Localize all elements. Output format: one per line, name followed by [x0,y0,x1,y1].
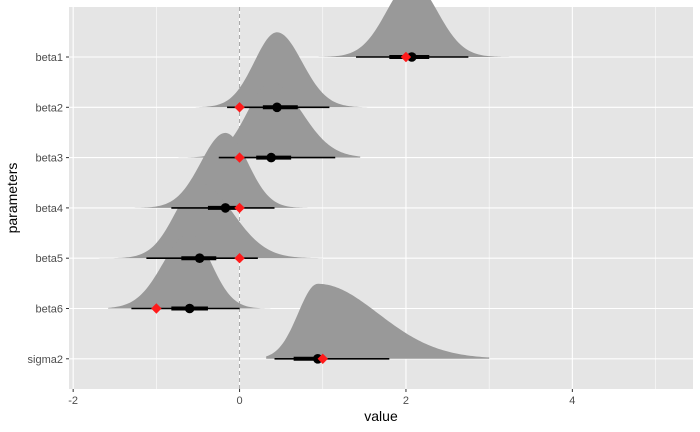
x-tick-label: 4 [569,395,575,407]
x-axis-title: value [364,408,398,424]
x-tick-label: -2 [68,395,78,407]
y-tick-label-beta5: beta5 [35,253,63,265]
y-tick-label-sigma2: sigma2 [28,354,63,366]
median-point-beta6 [184,303,195,314]
density-ridge-beta3 [171,82,361,158]
median-point-beta1 [406,52,417,62]
density-ridge-beta5 [96,183,323,259]
y-tick-label-beta4: beta4 [35,203,63,215]
true-value-marker-beta6 [151,303,162,314]
density-layer [96,0,519,359]
true-value-marker-beta4 [234,202,245,214]
density-ridge-beta4 [123,132,313,208]
median-point-beta3 [266,152,276,163]
median-point-beta2 [272,102,282,113]
x-tick-label: 2 [403,395,409,407]
median-point-beta4 [220,203,231,213]
density-ridge-sigma2 [266,283,490,359]
y-tick-label-beta6: beta6 [35,304,63,316]
true-value-marker-sigma2 [317,353,328,364]
y-tick-labels: beta1 beta2 beta3 beta4 beta5 beta6 sigma2 [28,52,69,366]
true-value-marker-beta3 [234,152,245,163]
y-tick-label-beta3: beta3 [35,153,63,165]
true-value-marker-beta2 [234,102,245,113]
density-ridge-beta6 [108,233,282,309]
median-point-beta5 [194,253,205,263]
density-ridge-beta2 [177,32,373,108]
marker-layer [151,51,417,364]
y-tick-label-beta1: beta1 [35,52,63,64]
x-tick-labels: -2 0 2 4 [68,389,575,407]
true-value-marker-beta1 [400,51,412,63]
x-tick-label: 0 [236,395,242,407]
y-tick-label-beta2: beta2 [35,102,63,114]
y-axis-title: parameters [4,163,20,234]
true-value-marker-beta5 [234,253,245,264]
density-ridge-beta1 [318,0,519,57]
